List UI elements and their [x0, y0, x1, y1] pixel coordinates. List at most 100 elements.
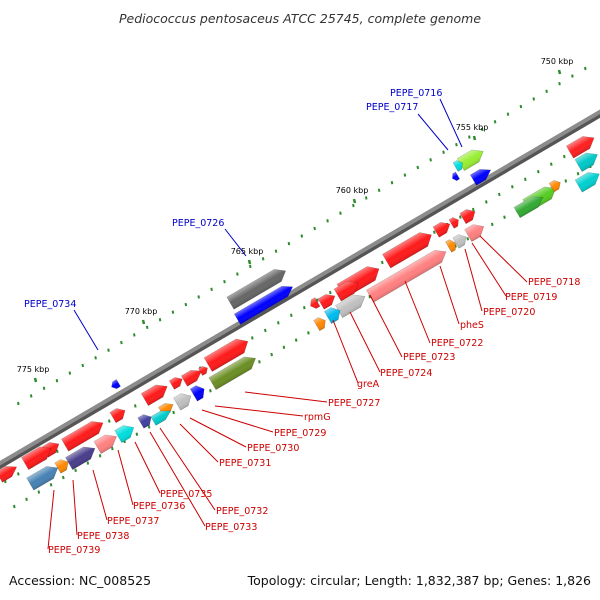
- gene-label-lower: PEPE_0729: [274, 428, 326, 439]
- gene-label-upper: PEPE_0726: [172, 218, 224, 229]
- gene-arrow: [21, 446, 52, 471]
- label-leader-line: [479, 235, 528, 283]
- tick-mark: [564, 179, 568, 183]
- tick-mark: [37, 490, 41, 494]
- gene-label-lower: PEPE_0738: [77, 531, 129, 542]
- gene-arrow: [150, 410, 172, 426]
- label-leader-line: [439, 265, 460, 325]
- tick-mark: [416, 165, 420, 170]
- label-leader-line: [369, 294, 403, 358]
- tick-mark: [172, 410, 175, 415]
- tick-mark: [558, 82, 561, 86]
- tick-mark: [368, 295, 371, 299]
- gene-arrow: [0, 466, 18, 483]
- gene-features: [0, 136, 600, 491]
- tick-mark: [49, 483, 53, 487]
- tick-mark: [282, 345, 286, 350]
- gene-label-lower: PEPE_0735: [160, 489, 212, 500]
- label-leader-line: [72, 479, 78, 536]
- tick-mark: [532, 97, 536, 101]
- gene-arrow: [313, 317, 326, 332]
- tick-mark: [81, 363, 85, 368]
- tick-mark: [134, 404, 137, 408]
- map-title: Pediococcus pentosaceus ATCC 25745, comp…: [119, 11, 481, 26]
- tick-mark: [277, 321, 280, 325]
- kbp-tick-label: 755 kbp: [456, 123, 489, 132]
- tick-mark: [135, 432, 139, 436]
- tick-mark: [307, 331, 310, 335]
- tick-mark: [545, 89, 548, 94]
- gene-arrow: [513, 196, 544, 219]
- tick-mark: [74, 468, 77, 473]
- label-leader-line: [149, 431, 206, 527]
- tick-mark: [287, 241, 291, 246]
- tick-mark: [171, 310, 175, 314]
- gene-label-lower: rpmG: [304, 412, 331, 423]
- tick-mark: [339, 211, 342, 215]
- gene-arrow: [432, 222, 451, 238]
- tick-mark: [55, 378, 59, 383]
- gene-label-lower: PEPE_0722: [431, 338, 483, 349]
- gene-arrow: [26, 466, 59, 491]
- tick-mark: [62, 475, 65, 480]
- kbp-major-tick: [352, 198, 357, 204]
- tick-mark: [68, 371, 72, 375]
- tick-mark: [433, 230, 436, 234]
- tick-mark: [511, 185, 514, 189]
- tick-mark: [261, 257, 265, 261]
- label-leader-line: [464, 248, 483, 312]
- tick-mark: [300, 234, 304, 238]
- tick-mark: [442, 150, 445, 154]
- kbp-tick-label: 770 kbp: [125, 307, 158, 316]
- label-leader-line: [244, 391, 328, 403]
- kbp-tick-label: 775 kbp: [17, 365, 50, 374]
- gene-arrow: [324, 307, 341, 324]
- tick-mark: [132, 333, 136, 337]
- gene-label-lower: PEPE_0727: [328, 398, 380, 409]
- gene-arrow: [574, 152, 598, 173]
- gene-arrow: [548, 180, 561, 193]
- tick-mark: [485, 200, 488, 204]
- gene-arrow: [61, 421, 104, 452]
- tick-mark: [17, 401, 20, 406]
- gene-arrow: [456, 149, 484, 172]
- gene-arrow: [189, 385, 205, 402]
- tick-mark: [377, 188, 381, 193]
- gene-arrow: [448, 217, 459, 229]
- label-leader-line: [471, 242, 507, 297]
- gene-arrow: [54, 459, 69, 474]
- label-leader-line: [201, 409, 274, 433]
- gene-arrow: [333, 281, 359, 302]
- gene-label-upper: PEPE_0717: [366, 102, 418, 113]
- tick-mark: [480, 127, 484, 132]
- gene-arrow: [310, 297, 321, 309]
- tick-mark: [25, 497, 28, 501]
- tick-mark: [571, 74, 574, 78]
- gene-arrow: [180, 370, 203, 387]
- tick-mark: [329, 290, 332, 295]
- tick-mark: [316, 298, 319, 302]
- tick-mark: [86, 461, 90, 465]
- tick-mark: [352, 203, 355, 208]
- gene-label-lower: PEPE_0732: [216, 506, 268, 517]
- tick-mark: [248, 264, 252, 269]
- gene-label-lower: PEPE_0719: [505, 292, 557, 303]
- gene-arrow: [464, 224, 485, 242]
- tick-mark: [490, 222, 494, 227]
- label-leader-line: [224, 228, 247, 257]
- label-leaders: [47, 98, 528, 550]
- gene-arrow: [226, 269, 287, 310]
- gene-arrow: [109, 408, 126, 424]
- tick-mark: [17, 472, 20, 476]
- tick-mark: [147, 425, 151, 429]
- gene-arrow: [574, 172, 600, 193]
- tick-mark: [403, 173, 407, 177]
- accession-text: Accession: NC_008525: [9, 573, 151, 588]
- gene-arrow: [459, 209, 476, 225]
- tick-mark: [468, 135, 471, 139]
- gene-arrow: [168, 377, 183, 390]
- tick-mark: [197, 295, 200, 299]
- gene-label-upper: PEPE_0716: [390, 88, 442, 99]
- label-leader-line: [179, 423, 219, 463]
